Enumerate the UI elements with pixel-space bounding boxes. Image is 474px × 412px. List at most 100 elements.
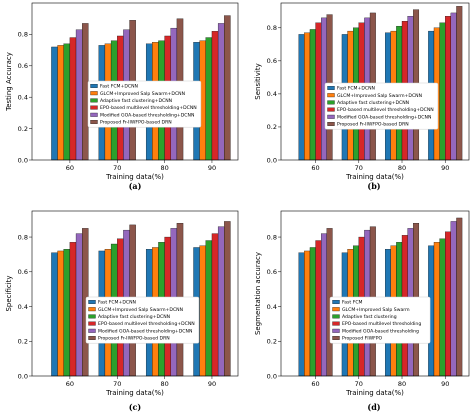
legend-swatch	[327, 86, 335, 90]
bar-90-series-6	[456, 217, 463, 377]
bar-90-series-2	[199, 245, 206, 377]
legend-entry: Fast FCM	[342, 300, 363, 306]
x-tick-label: 90	[441, 380, 449, 388]
chart-panel-b: 0.0 0.2 0.4 0.6 0.8 60 70 80 90 Training data(%) S…	[254, 2, 470, 191]
y-tick-label: 0.6	[267, 57, 277, 65]
bar-90-series-2	[433, 242, 440, 377]
x-tick-label: 70	[355, 380, 363, 388]
panel-label: (a)	[129, 181, 142, 191]
legend-frame	[324, 82, 439, 130]
chart-panel-c: 0.0 0.2 0.4 0.6 0.8 60 70 80 90 Training data(%) S…	[5, 210, 239, 412]
bar-90-series-5	[217, 226, 225, 377]
bar-60-series-4	[69, 242, 77, 377]
y-tick-label: 0.4	[18, 94, 28, 102]
legend-swatch	[327, 100, 335, 105]
chart-panel-d: 0.0 0.2 0.4 0.6 0.8 60 70 80 90 Training data(%) S…	[254, 210, 470, 412]
legend-entry: Proposed Fr-IIWFPO-based DRN	[337, 122, 409, 128]
legend-entry: Adaptive fast clustering+DCNN	[98, 314, 170, 320]
x-tick-label: 90	[208, 164, 216, 172]
legend-swatch	[332, 307, 340, 312]
x-tick-label: 70	[113, 164, 121, 172]
legend-entry: Fast FCM+DCNN	[337, 86, 375, 92]
y-tick-label: 0.8	[18, 233, 28, 241]
bar-90-series-5	[217, 23, 225, 161]
bar-60-series-4	[315, 22, 322, 161]
x-axis-title: Training data(%)	[105, 173, 164, 181]
x-tick-label: 60	[66, 164, 74, 172]
y-tick-label: 0.6	[267, 268, 277, 276]
x-tick-label: 80	[160, 164, 168, 172]
bar-60-series-3	[309, 29, 316, 161]
legend-swatch	[90, 84, 98, 88]
y-tick-label: 0.0	[267, 156, 277, 164]
legend-entry: Proposed Fr-IIWFPO-based DRN	[98, 336, 170, 342]
x-tick-label: 60	[66, 380, 74, 388]
legend-entry: Adaptive fast clustering+DCNN	[337, 100, 409, 106]
bar-60-series-3	[309, 247, 316, 377]
bar-60-series-4	[69, 37, 77, 161]
bar-90-series-6	[224, 221, 231, 377]
legend-swatch	[88, 328, 96, 333]
legend-entry: GLCM+Improved Salp Swarm	[342, 307, 410, 313]
legend-entry: GLCM+Improved Salp Swarm+DCNN	[98, 307, 183, 313]
bar-60-series-1	[298, 252, 305, 377]
bar-60-series-5	[75, 233, 83, 377]
bar-60-series-4	[315, 240, 322, 377]
y-axis-title: Segmentation accuracy	[254, 252, 262, 335]
legend-swatch	[327, 122, 335, 126]
legend-swatch	[88, 314, 96, 319]
bar-90-series-4	[445, 231, 452, 377]
legend-swatch	[332, 328, 340, 333]
bar-90-series-6	[456, 6, 463, 161]
bar-60-series-2	[57, 45, 64, 161]
y-tick-label: 0.2	[267, 338, 277, 346]
y-tick-label: 0.6	[18, 268, 28, 276]
legend-swatch	[327, 114, 335, 119]
legend-entry: GLCM+Improved Salp Swarm+DCNN	[100, 91, 185, 97]
y-tick-label: 0.4	[267, 90, 277, 98]
bar-90-series-6	[224, 15, 231, 161]
bar-60-series-1	[298, 34, 305, 161]
y-tick-label: 0.0	[18, 372, 28, 380]
legend-entry: Adaptive fast clustering	[342, 314, 397, 320]
legend-entry: Adaptive fast clustering+DCNN	[100, 98, 172, 104]
chart-panel-a: 0.0 0.2 0.4 0.6 0.8 60 70 80 90 Training data(%) T…	[5, 2, 239, 191]
bar-60-series-6	[82, 23, 89, 161]
legend-swatch	[88, 336, 96, 340]
y-tick-label: 0.8	[18, 31, 28, 39]
legend-frame	[87, 80, 202, 128]
plot-frame	[31, 2, 239, 161]
legend-entry: EPO-based multilevel thresholding	[342, 321, 421, 327]
legend-swatch	[88, 307, 96, 312]
legend-entry: Fast FCM+DCNN	[100, 84, 138, 90]
legend-swatch	[90, 105, 98, 110]
legend-entry: Fast FCM+DCNN	[98, 300, 136, 306]
legend-swatch	[90, 120, 98, 124]
x-axis-title: Training data(%)	[345, 389, 404, 397]
legend-swatch	[90, 98, 98, 103]
legend-swatch	[88, 300, 96, 304]
legend-swatch	[332, 300, 340, 304]
y-tick-label: 0.4	[18, 303, 28, 311]
bar-60-series-2	[304, 250, 311, 377]
x-tick-label: 70	[113, 380, 121, 388]
legend-swatch	[90, 112, 98, 117]
bar-90-series-5	[450, 221, 457, 377]
bar-90-series-3	[205, 240, 213, 377]
plot-frame	[31, 210, 239, 377]
legend-frame	[329, 296, 431, 344]
legend-entry: EPO-based multilevel thresholding+DCNN	[100, 105, 197, 111]
plot-frame	[280, 210, 470, 377]
legend-entry: EPO-based multilevel thresholding+DCNN	[98, 321, 195, 327]
bar-90-series-3	[439, 238, 446, 377]
y-tick-label: 0.8	[267, 24, 277, 32]
legend-swatch	[332, 314, 340, 319]
legend-entry: Modified GOA-based thresholding+DCNN	[98, 328, 192, 334]
plot-frame	[280, 2, 470, 161]
x-tick-label: 60	[311, 380, 319, 388]
y-tick-label: 0.0	[18, 156, 28, 164]
